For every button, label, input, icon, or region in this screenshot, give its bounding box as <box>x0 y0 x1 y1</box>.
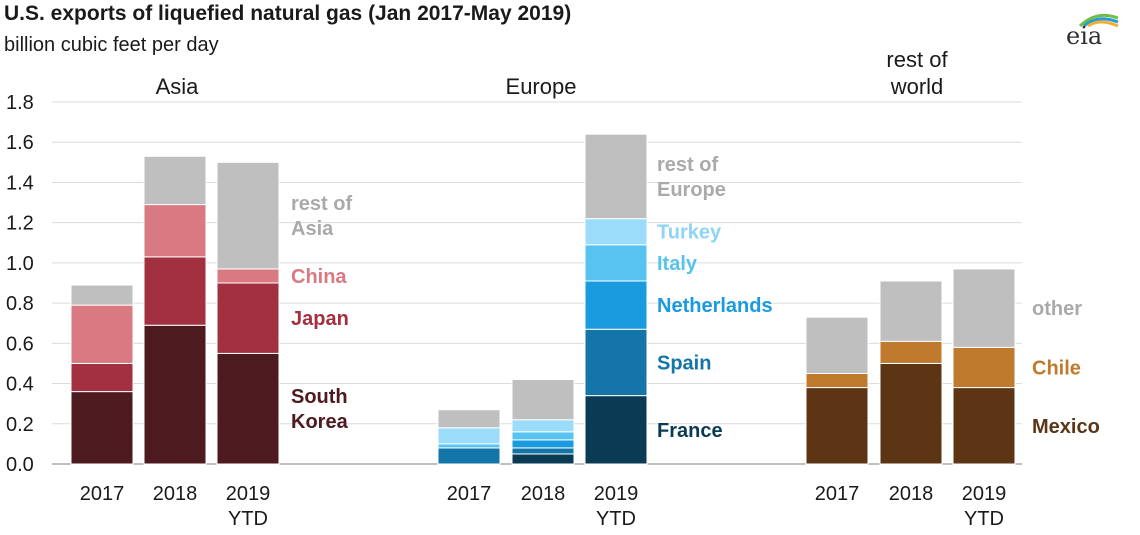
series-label-turkey: Turkey <box>657 222 722 244</box>
y-tick-label: 1.8 <box>6 92 34 114</box>
bar-europe-france-2018 <box>511 453 575 465</box>
x-tick-label: 2017 <box>815 483 860 505</box>
bar-rest-of-world-other-2018 <box>879 280 943 342</box>
x-tick-label: 2019 YTD <box>962 483 1007 530</box>
x-tick-label: 2017 <box>447 483 492 505</box>
bar-rest-of-world-mexico-2017 <box>805 387 869 465</box>
chart-subtitle: billion cubic feet per day <box>4 34 219 56</box>
x-tick-label: 2018 <box>521 483 566 505</box>
bar-asia-south-korea-2019-ytd <box>216 352 280 465</box>
bar-asia-japan-2018 <box>143 256 207 326</box>
group-header-asia: Asia <box>156 74 200 99</box>
bar-asia-rest-of-asia-2017 <box>70 284 134 306</box>
chart-title: U.S. exports of liquefied natural gas (J… <box>4 2 572 25</box>
bar-europe-rest-of-europe-2018 <box>511 379 575 421</box>
series-label-italy: Italy <box>657 253 698 275</box>
series-label-other: other <box>1032 298 1082 320</box>
y-tick-label: 0.8 <box>6 293 34 315</box>
y-tick-label: 1.2 <box>6 213 34 235</box>
bar-europe-rest-of-europe-2019-ytd <box>584 133 648 220</box>
x-tick-label: 2019 YTD <box>226 483 271 530</box>
group-header-rest-of-world: rest of world <box>886 47 948 99</box>
bar-europe-france-2019-ytd <box>584 395 648 465</box>
bar-asia-rest-of-asia-2019-ytd <box>216 161 280 270</box>
series-label-china: China <box>291 266 347 288</box>
series-label-south-korea: South Korea <box>291 386 349 433</box>
y-tick-label: 1.0 <box>6 253 34 275</box>
bar-asia-china-2018 <box>143 204 207 258</box>
bar-asia-china-2019-ytd <box>216 268 280 284</box>
logo-text: eia <box>1066 22 1103 50</box>
series-label-netherlands: Netherlands <box>657 295 773 317</box>
bar-europe-netherlands-2018 <box>511 439 575 449</box>
x-tick-label: 2018 <box>889 483 934 505</box>
bar-europe-turkey-2017 <box>437 427 501 445</box>
bar-europe-italy-2019-ytd <box>584 244 648 282</box>
series-label-chile: Chile <box>1032 357 1081 379</box>
bar-asia-japan-2019-ytd <box>216 282 280 354</box>
bar-rest-of-world-mexico-2019-ytd <box>952 387 1016 465</box>
bar-asia-japan-2017 <box>70 362 134 393</box>
bar-europe-spain-2018 <box>511 447 575 455</box>
bar-asia-rest-of-asia-2018 <box>143 155 207 206</box>
x-tick-label: 2018 <box>153 483 198 505</box>
series-label-rest-of-asia: rest of Asia <box>291 193 352 240</box>
bar-rest-of-world-chile-2018 <box>879 340 943 364</box>
bar-europe-spain-2019-ytd <box>584 328 648 397</box>
series-label-mexico: Mexico <box>1032 416 1100 438</box>
bar-europe-netherlands-2019-ytd <box>584 280 648 330</box>
bar-asia-china-2017 <box>70 304 134 364</box>
series-label-rest-of-europe: rest of Europe <box>657 154 726 201</box>
y-tick-label: 0.2 <box>6 414 34 436</box>
y-tick-label: 1.4 <box>6 172 34 194</box>
bar-europe-rest-of-europe-2017 <box>437 409 501 429</box>
bar-rest-of-world-chile-2019-ytd <box>952 346 1016 389</box>
y-tick-label: 1.6 <box>6 132 34 154</box>
bar-rest-of-world-chile-2017 <box>805 373 869 389</box>
y-tick-label: 0.4 <box>6 374 34 396</box>
bar-europe-turkey-2018 <box>511 419 575 433</box>
x-tick-label: 2019 YTD <box>594 483 639 530</box>
y-tick-label: 0.6 <box>6 333 34 355</box>
bar-asia-south-korea-2017 <box>70 391 134 465</box>
bar-europe-italy-2017 <box>437 443 501 449</box>
group-header-europe: Europe <box>506 74 577 99</box>
y-tick-label: 0.0 <box>6 454 34 476</box>
eia-logo: eia <box>1062 8 1128 50</box>
x-tick-label: 2017 <box>80 483 125 505</box>
series-label-japan: Japan <box>291 308 349 330</box>
bar-europe-spain-2017 <box>437 447 501 465</box>
bar-rest-of-world-other-2017 <box>805 316 869 375</box>
series-label-france: France <box>657 420 723 442</box>
bar-europe-turkey-2019-ytd <box>584 218 648 246</box>
bar-rest-of-world-other-2019-ytd <box>952 268 1016 348</box>
bar-rest-of-world-mexico-2018 <box>879 362 943 465</box>
series-label-spain: Spain <box>657 352 711 374</box>
bar-asia-south-korea-2018 <box>143 324 207 465</box>
bar-europe-italy-2018 <box>511 431 575 441</box>
logo-arcs-icon <box>1078 13 1119 28</box>
